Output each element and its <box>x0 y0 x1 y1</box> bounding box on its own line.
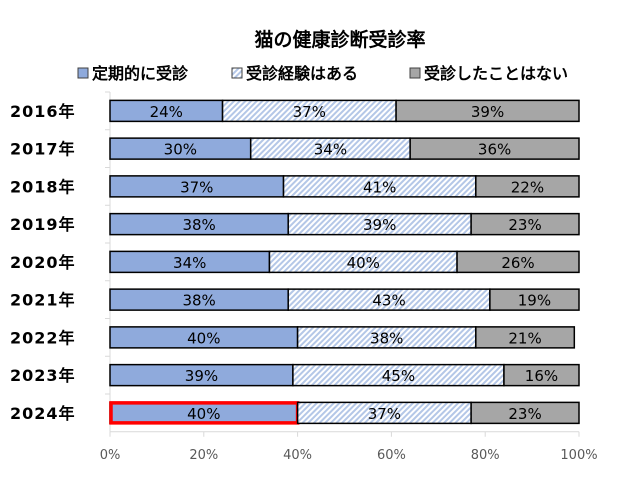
data-label: 22% <box>511 178 544 196</box>
data-label: 43% <box>372 292 405 310</box>
x-tick-label: 100% <box>560 448 597 463</box>
data-label: 37% <box>368 405 401 423</box>
category-label: 2024年 <box>10 404 76 423</box>
data-label: 39% <box>471 103 504 121</box>
category-label: 2023年 <box>10 366 76 385</box>
data-label: 34% <box>173 254 206 272</box>
x-tick-label: 60% <box>377 448 406 463</box>
data-label: 39% <box>363 216 396 234</box>
legend-swatch-2 <box>231 67 243 79</box>
bar-segment-3 <box>409 137 580 160</box>
bar-segment-3 <box>470 401 580 425</box>
category-label: 2020年 <box>10 253 76 272</box>
bar-segment-3 <box>475 175 580 198</box>
x-tick-label: 0% <box>100 448 121 463</box>
category-label: 2019年 <box>10 215 76 234</box>
data-label: 38% <box>182 216 215 234</box>
data-label: 38% <box>370 329 403 347</box>
category-label: 2021年 <box>10 291 76 310</box>
bar-segment-3 <box>503 363 580 387</box>
data-label: 40% <box>187 405 220 423</box>
data-label: 37% <box>180 178 213 196</box>
data-label: 16% <box>525 367 558 385</box>
bar-segment-3 <box>456 250 580 274</box>
bar-segment-3 <box>395 99 580 123</box>
data-label: 30% <box>164 141 197 159</box>
legend-swatch-3 <box>409 67 421 79</box>
bar-segment-3 <box>489 288 580 311</box>
data-label: 23% <box>508 405 541 423</box>
data-label: 45% <box>382 367 415 385</box>
legend-label-1: 定期的に受診 <box>91 64 189 83</box>
legend-label-3: 受診したことはない <box>424 64 568 83</box>
data-label: 40% <box>347 254 380 272</box>
legend-label-2: 受診経験はある <box>246 64 358 83</box>
x-tick-label: 40% <box>283 448 312 463</box>
data-label: 40% <box>187 329 220 347</box>
legend-swatch-1 <box>77 67 89 79</box>
category-label: 2017年 <box>10 140 76 159</box>
data-label: 23% <box>508 216 541 234</box>
data-label: 19% <box>518 292 551 310</box>
category-label: 2016年 <box>10 102 76 121</box>
data-label: 39% <box>185 367 218 385</box>
bar-segment-3 <box>470 212 580 236</box>
data-label: 26% <box>501 254 534 272</box>
x-tick-label: 80% <box>471 448 500 463</box>
data-label: 36% <box>478 141 511 159</box>
data-label: 37% <box>293 103 326 121</box>
data-label: 34% <box>314 141 347 159</box>
chart-title: 猫の健康診断受診率 <box>254 28 425 51</box>
category-label: 2018年 <box>10 177 76 196</box>
legend: 定期的に受診 受診経験はある 受診したことはない <box>77 64 568 83</box>
data-label: 41% <box>363 178 396 196</box>
category-label: 2022年 <box>10 328 76 347</box>
bar-segment-3 <box>475 326 576 349</box>
x-tick-label: 20% <box>189 448 218 463</box>
data-label: 21% <box>508 329 541 347</box>
plot-area: 0% 20% 40% 60% 80% 100% 2016年 24% 37% 39% 2017年 30%… <box>10 91 598 463</box>
data-label: 38% <box>182 292 215 310</box>
data-label: 24% <box>150 103 183 121</box>
